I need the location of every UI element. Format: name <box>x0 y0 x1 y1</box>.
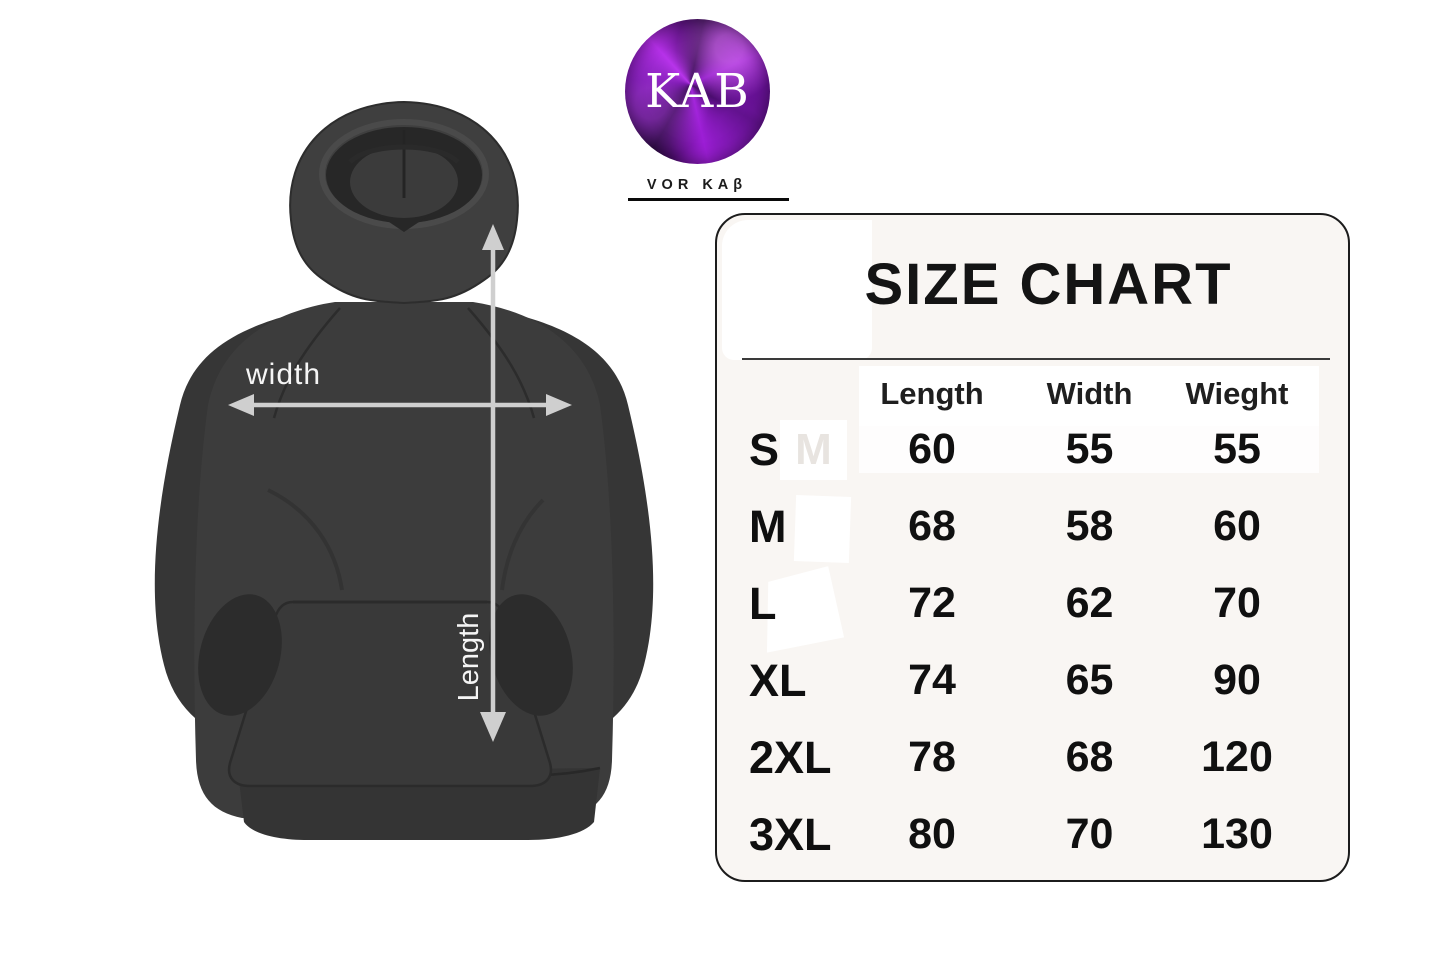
size-label: 2XL <box>749 731 832 783</box>
length-value: 60 <box>908 425 956 473</box>
size-label: L <box>749 577 777 629</box>
table-row: S 60 55 55 <box>747 411 1319 488</box>
width-measure-label: width <box>246 358 322 391</box>
length-arrow <box>480 224 506 742</box>
header-weight: Wieght <box>1185 376 1289 411</box>
size-label: S <box>749 423 780 475</box>
table-header-row: Length Width Wieght <box>747 365 1319 423</box>
size-label: XL <box>749 654 807 706</box>
row-background-strip <box>859 426 1319 473</box>
weight-value: 90 <box>1213 656 1261 704</box>
length-value: 80 <box>908 810 956 858</box>
weight-value: 70 <box>1213 579 1261 627</box>
width-arrow <box>228 394 572 416</box>
width-value: 55 <box>1065 425 1114 473</box>
table-row: XL 74 65 90 <box>747 642 1319 719</box>
width-value: 68 <box>1065 733 1114 781</box>
white-artifact-patch <box>722 220 872 360</box>
width-value: 65 <box>1065 656 1114 704</box>
header-width: Width <box>1046 376 1133 411</box>
weight-value: 120 <box>1201 733 1273 781</box>
weight-value: 60 <box>1213 502 1261 550</box>
brand-name: VOR KAβ <box>646 177 748 193</box>
table-row: L 72 62 70 <box>747 565 1319 642</box>
logo-text: KAB <box>645 64 750 119</box>
size-label: M <box>749 500 787 552</box>
width-value: 70 <box>1065 810 1114 858</box>
size-label: 3XL <box>749 808 832 860</box>
hoodie-cuffs <box>198 594 573 716</box>
width-value: 62 <box>1065 579 1114 627</box>
header-background-strip <box>859 366 1319 426</box>
length-value: 78 <box>908 733 956 781</box>
brand-underline <box>628 198 789 201</box>
size-chart-title: SIZE CHART <box>864 252 1233 317</box>
ghost-letter-artifact: M <box>795 425 832 474</box>
table-row: M 68 58 60 <box>747 488 1319 565</box>
size-table-body: S 60 55 55 M 68 58 60 L 72 62 70 XL 74 6… <box>747 411 1319 873</box>
width-value: 58 <box>1065 502 1114 550</box>
weight-value: 130 <box>1201 810 1273 858</box>
size-chart-panel: M SIZE CHART Length Width Wieght S 60 55… <box>715 213 1350 882</box>
white-artifact-patch: M <box>780 420 847 480</box>
table-row: 2XL 78 68 120 <box>747 719 1319 796</box>
hoodie-hood <box>289 100 519 305</box>
hoodie-illustration <box>154 100 654 840</box>
weight-value: 55 <box>1213 425 1261 473</box>
table-row: 3XL 80 70 130 <box>747 796 1319 873</box>
header-length: Length <box>880 376 984 411</box>
brand-logo: KAB <box>625 19 770 164</box>
hoodie-pocket <box>227 600 553 788</box>
length-value: 72 <box>908 579 956 627</box>
title-divider <box>742 358 1330 360</box>
length-value: 74 <box>908 656 956 704</box>
length-measure-label: Length <box>453 612 485 702</box>
length-value: 68 <box>908 502 956 550</box>
